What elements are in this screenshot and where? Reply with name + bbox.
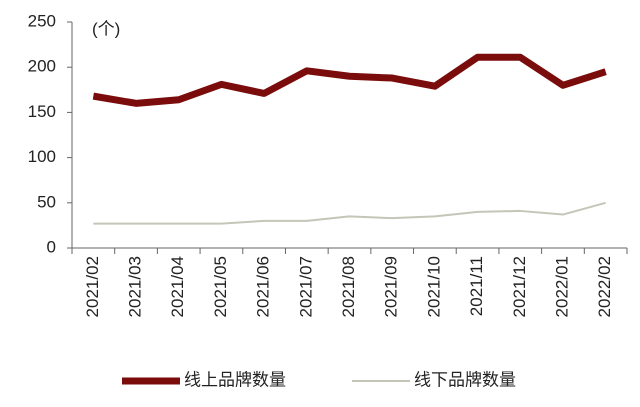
- x-tick-label: 2021/02: [83, 256, 102, 317]
- y-tick-label: 200: [28, 57, 56, 76]
- y-tick-label: 0: [47, 237, 56, 256]
- x-tick-label: 2021/10: [424, 256, 443, 317]
- y-tick-label: 250: [28, 11, 56, 30]
- series-line: [93, 201, 606, 225]
- x-tick-label: 2021/04: [168, 256, 187, 317]
- x-tick-label: 2021/09: [382, 256, 401, 317]
- x-tick-label: 2021/12: [510, 256, 529, 317]
- x-tick-label: 2022/02: [595, 256, 614, 317]
- y-tick-label: 100: [28, 147, 56, 166]
- x-tick-label: 2021/05: [211, 256, 230, 317]
- series-line: [92, 53, 607, 107]
- y-tick-label: 150: [28, 102, 56, 121]
- legend-label: 线下品牌数量: [414, 370, 516, 389]
- legend-label: 线上品牌数量: [184, 370, 286, 389]
- x-tick-label: 2021/08: [339, 256, 358, 317]
- y-tick-label: 50: [37, 192, 56, 211]
- x-tick-label: 2021/07: [296, 256, 315, 317]
- x-tick-label: 2021/03: [126, 256, 145, 317]
- x-tick-label: 2021/06: [254, 256, 273, 317]
- x-tick-label: 2022/01: [552, 256, 571, 317]
- x-tick-label: 2021/11: [467, 256, 486, 316]
- unit-annotation: (个): [92, 19, 120, 38]
